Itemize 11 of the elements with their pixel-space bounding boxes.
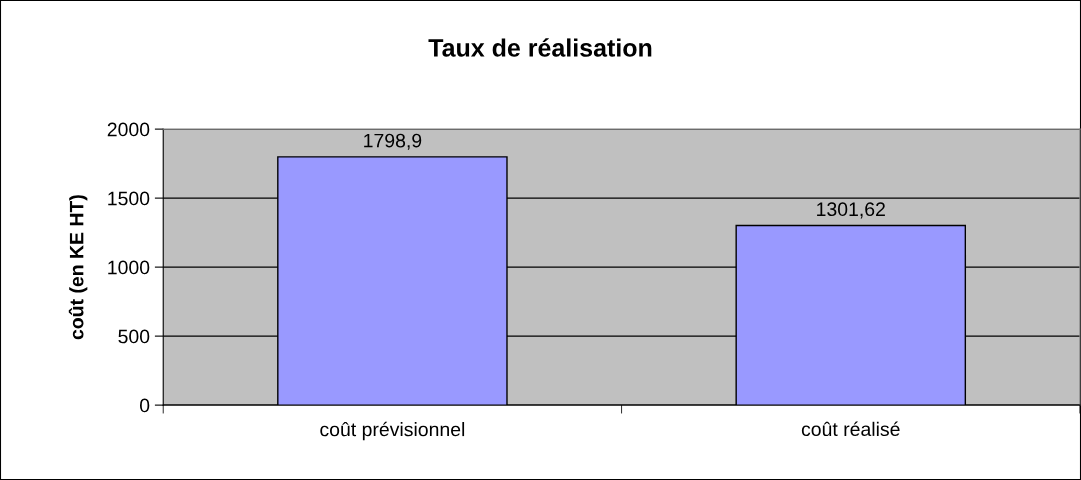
- data-label: 1798,9: [364, 133, 422, 150]
- y-axis-title: coût (en KE HT): [68, 195, 88, 340]
- y-tick-label: 0: [139, 398, 150, 413]
- y-tick-label: 1500: [108, 191, 150, 206]
- y-tick-label: 1000: [108, 260, 150, 275]
- data-label: 1301,62: [817, 202, 885, 219]
- y-tick-label: 2000: [107, 122, 150, 137]
- chart-title: Taux de réalisation: [428, 38, 652, 57]
- y-tick-label: 500: [118, 329, 150, 344]
- x-tick-label: coût réalisé: [801, 421, 900, 437]
- x-tick-label: coût prévisionnel: [320, 421, 465, 441]
